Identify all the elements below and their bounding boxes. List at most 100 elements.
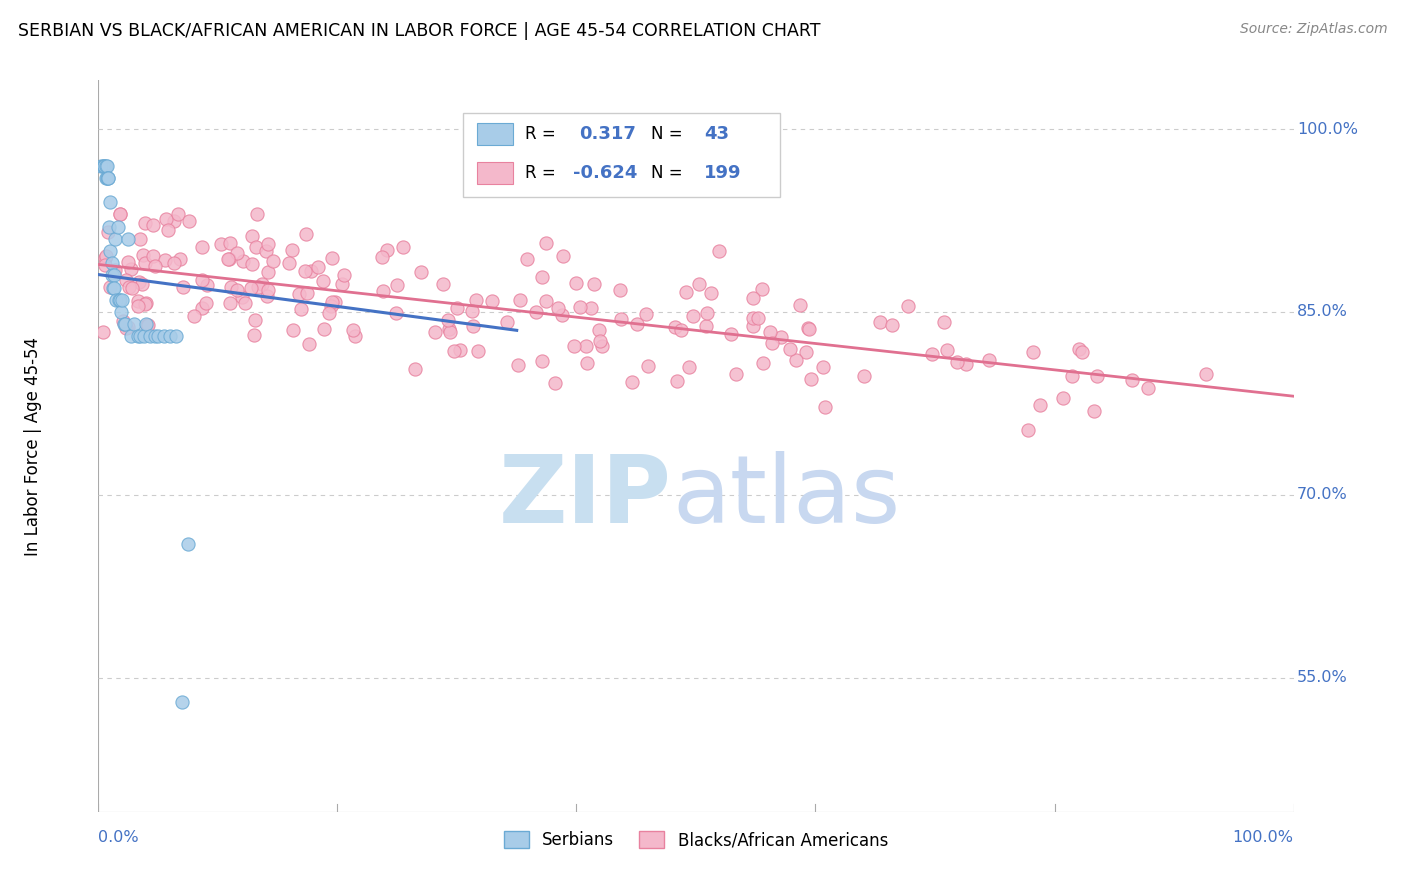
Point bbox=[569, 300, 592, 314]
Point bbox=[621, 375, 644, 389]
Point bbox=[725, 367, 748, 381]
Point bbox=[588, 322, 610, 336]
Point bbox=[127, 329, 149, 343]
Point bbox=[1029, 398, 1052, 412]
Point bbox=[509, 293, 531, 307]
Point bbox=[439, 326, 461, 340]
Point bbox=[155, 212, 177, 227]
Point bbox=[232, 254, 254, 268]
Point bbox=[1085, 369, 1108, 384]
Point bbox=[117, 255, 139, 269]
Point bbox=[105, 293, 128, 307]
Point bbox=[506, 122, 529, 136]
Text: 100.0%: 100.0% bbox=[1233, 830, 1294, 845]
FancyBboxPatch shape bbox=[463, 113, 780, 197]
Point bbox=[94, 252, 117, 266]
Point bbox=[231, 290, 253, 304]
Point bbox=[163, 256, 186, 270]
Point bbox=[104, 263, 127, 277]
Point bbox=[243, 313, 266, 327]
Point bbox=[1083, 403, 1105, 417]
Point bbox=[108, 207, 131, 221]
Point bbox=[108, 293, 131, 307]
Point bbox=[321, 294, 343, 309]
Point bbox=[256, 289, 278, 303]
Point bbox=[111, 293, 134, 307]
Point bbox=[955, 357, 977, 371]
Point bbox=[225, 283, 247, 297]
Point bbox=[446, 301, 468, 316]
Point bbox=[565, 276, 588, 290]
Point bbox=[112, 317, 135, 331]
Point bbox=[262, 254, 284, 268]
Text: 43: 43 bbox=[704, 125, 730, 143]
Point bbox=[496, 315, 519, 329]
Point bbox=[281, 323, 304, 337]
Point bbox=[882, 318, 904, 333]
Point bbox=[96, 170, 118, 185]
Point bbox=[634, 307, 657, 321]
Point bbox=[128, 275, 150, 289]
Point bbox=[172, 279, 194, 293]
Point bbox=[437, 322, 460, 336]
Point bbox=[135, 296, 157, 310]
Point bbox=[551, 308, 574, 322]
Text: -0.624: -0.624 bbox=[572, 164, 637, 182]
Point bbox=[153, 329, 176, 343]
Text: In Labor Force | Age 45-54: In Labor Force | Age 45-54 bbox=[24, 336, 42, 556]
Point bbox=[278, 256, 301, 270]
Point bbox=[98, 195, 122, 210]
Text: SERBIAN VS BLACK/AFRICAN AMERICAN IN LABOR FORCE | AGE 45-54 CORRELATION CHART: SERBIAN VS BLACK/AFRICAN AMERICAN IN LAB… bbox=[18, 22, 821, 40]
Text: 199: 199 bbox=[704, 164, 742, 182]
Point bbox=[127, 299, 149, 313]
Text: 0.0%: 0.0% bbox=[98, 830, 139, 845]
Point bbox=[135, 317, 157, 331]
Point bbox=[443, 343, 465, 358]
Point bbox=[114, 273, 136, 287]
Point bbox=[1121, 373, 1143, 387]
Text: 100.0%: 100.0% bbox=[1298, 121, 1358, 136]
Point bbox=[583, 277, 606, 291]
Point bbox=[342, 323, 364, 337]
Point bbox=[751, 282, 773, 296]
Text: N =: N = bbox=[651, 125, 682, 143]
Point bbox=[217, 252, 239, 267]
Point bbox=[385, 306, 408, 320]
Point bbox=[132, 329, 155, 343]
Text: R =: R = bbox=[524, 164, 555, 182]
Point bbox=[591, 339, 613, 353]
Point bbox=[547, 301, 569, 316]
Point bbox=[295, 285, 318, 300]
Point bbox=[157, 223, 180, 237]
Point bbox=[94, 249, 117, 263]
Point bbox=[977, 352, 1000, 367]
Point bbox=[134, 297, 156, 311]
Point bbox=[797, 320, 820, 334]
Point bbox=[1060, 369, 1083, 384]
Point bbox=[288, 286, 311, 301]
Point bbox=[934, 315, 956, 329]
Point bbox=[98, 280, 121, 294]
Text: 85.0%: 85.0% bbox=[1298, 304, 1348, 319]
Point bbox=[811, 359, 834, 374]
Point bbox=[98, 219, 121, 234]
Point bbox=[209, 237, 232, 252]
Point bbox=[247, 280, 270, 294]
Point bbox=[107, 219, 129, 234]
Point bbox=[129, 232, 152, 246]
Point bbox=[425, 325, 447, 339]
Point bbox=[219, 296, 242, 310]
Point bbox=[136, 318, 159, 333]
Point bbox=[91, 325, 114, 339]
Point bbox=[800, 372, 823, 386]
Bar bbox=[477, 123, 513, 145]
Legend: Serbians, Blacks/African Americans: Serbians, Blacks/African Americans bbox=[498, 824, 894, 856]
Point bbox=[508, 358, 530, 372]
Point bbox=[104, 232, 127, 246]
Point bbox=[114, 317, 136, 331]
Point bbox=[664, 320, 686, 334]
Point bbox=[120, 262, 142, 277]
Point bbox=[814, 400, 837, 414]
Point bbox=[163, 214, 186, 228]
Point bbox=[172, 695, 194, 709]
